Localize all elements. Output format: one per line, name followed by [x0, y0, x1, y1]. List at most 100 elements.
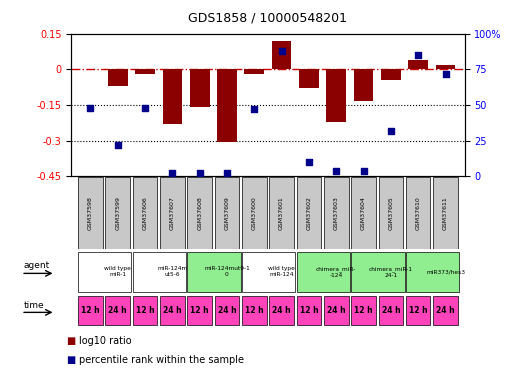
Point	[277, 48, 286, 54]
Bar	[436, 64, 455, 69]
Bar	[78, 296, 102, 325]
Bar	[324, 296, 348, 325]
Bar	[433, 177, 458, 249]
Point	[386, 128, 395, 134]
Text: GSM37598: GSM37598	[88, 196, 93, 230]
Text: GSM37609: GSM37609	[224, 196, 230, 230]
Bar	[133, 177, 157, 249]
Text: GSM37604: GSM37604	[361, 196, 366, 230]
Bar	[354, 69, 373, 102]
Text: GSM37606: GSM37606	[143, 196, 147, 230]
Bar	[381, 69, 401, 80]
Text: GSM37611: GSM37611	[443, 196, 448, 230]
Text: log10 ratio: log10 ratio	[79, 336, 132, 346]
Bar	[433, 296, 458, 325]
Bar	[187, 252, 241, 292]
Bar	[408, 60, 428, 69]
Text: ■: ■	[66, 355, 76, 365]
Text: time: time	[24, 301, 44, 310]
Bar	[272, 41, 291, 69]
Text: GDS1858 / 10000548201: GDS1858 / 10000548201	[188, 11, 347, 24]
Text: GSM37601: GSM37601	[279, 196, 284, 230]
Bar	[351, 252, 404, 292]
Point	[360, 168, 368, 174]
Bar	[135, 69, 155, 74]
Text: 12 h: 12 h	[409, 306, 428, 315]
Text: wild type
miR-124: wild type miR-124	[268, 267, 295, 277]
Text: 12 h: 12 h	[81, 306, 100, 315]
Text: 24 h: 24 h	[382, 306, 400, 315]
Text: 24 h: 24 h	[163, 306, 182, 315]
Bar	[379, 296, 403, 325]
Point	[168, 170, 176, 176]
Bar	[187, 177, 212, 249]
Bar	[242, 296, 267, 325]
Bar	[106, 177, 130, 249]
Point	[441, 70, 450, 76]
Text: 24 h: 24 h	[272, 306, 291, 315]
Bar	[106, 296, 130, 325]
Bar	[269, 296, 294, 325]
Bar	[242, 177, 267, 249]
Bar	[108, 69, 128, 86]
Text: miR-124mut9-1
0: miR-124mut9-1 0	[204, 267, 250, 277]
Text: percentile rank within the sample: percentile rank within the sample	[79, 355, 244, 365]
Bar	[269, 177, 294, 249]
Text: GSM37608: GSM37608	[197, 196, 202, 230]
Bar	[78, 252, 131, 292]
Text: agent: agent	[24, 261, 50, 270]
Bar	[351, 296, 376, 325]
Bar	[297, 177, 321, 249]
Text: 12 h: 12 h	[245, 306, 263, 315]
Text: chimera_miR-1
24-1: chimera_miR-1 24-1	[369, 266, 413, 278]
Text: 12 h: 12 h	[354, 306, 373, 315]
Text: GSM37603: GSM37603	[334, 196, 339, 230]
Point	[114, 142, 122, 148]
Bar	[324, 177, 348, 249]
Bar	[190, 69, 210, 107]
Text: miR373/hes3: miR373/hes3	[426, 269, 465, 274]
Point	[332, 168, 341, 174]
Text: 24 h: 24 h	[218, 306, 237, 315]
Text: 12 h: 12 h	[299, 306, 318, 315]
Bar	[215, 177, 239, 249]
Bar	[217, 69, 237, 142]
Bar	[160, 296, 185, 325]
Bar	[242, 252, 295, 292]
Point	[305, 159, 313, 165]
Text: GSM37607: GSM37607	[170, 196, 175, 230]
Bar	[133, 252, 186, 292]
Text: wild type
miR-1: wild type miR-1	[105, 267, 131, 277]
Text: GSM37610: GSM37610	[416, 196, 421, 230]
Text: ■: ■	[66, 336, 76, 346]
Text: 24 h: 24 h	[436, 306, 455, 315]
Bar	[297, 252, 350, 292]
Text: miR-124m
ut5-6: miR-124m ut5-6	[157, 267, 187, 277]
Point	[86, 105, 95, 111]
Text: 12 h: 12 h	[191, 306, 209, 315]
Bar	[406, 177, 430, 249]
Text: 12 h: 12 h	[136, 306, 154, 315]
Bar	[160, 177, 185, 249]
Text: 24 h: 24 h	[108, 306, 127, 315]
Bar	[299, 69, 319, 88]
Bar	[163, 69, 182, 124]
Bar	[406, 296, 430, 325]
Bar	[351, 177, 376, 249]
Point	[414, 52, 422, 58]
Bar	[406, 252, 459, 292]
Bar	[215, 296, 239, 325]
Text: 24 h: 24 h	[327, 306, 345, 315]
Point	[250, 106, 259, 112]
Text: GSM37602: GSM37602	[306, 196, 312, 230]
Point	[195, 170, 204, 176]
Text: GSM37600: GSM37600	[252, 196, 257, 230]
Text: chimera_miR-
-124: chimera_miR- -124	[316, 266, 356, 278]
Bar	[78, 177, 102, 249]
Text: GSM37599: GSM37599	[115, 196, 120, 230]
Bar	[297, 296, 321, 325]
Bar	[244, 69, 264, 74]
Bar	[379, 177, 403, 249]
Bar	[187, 296, 212, 325]
Bar	[133, 296, 157, 325]
